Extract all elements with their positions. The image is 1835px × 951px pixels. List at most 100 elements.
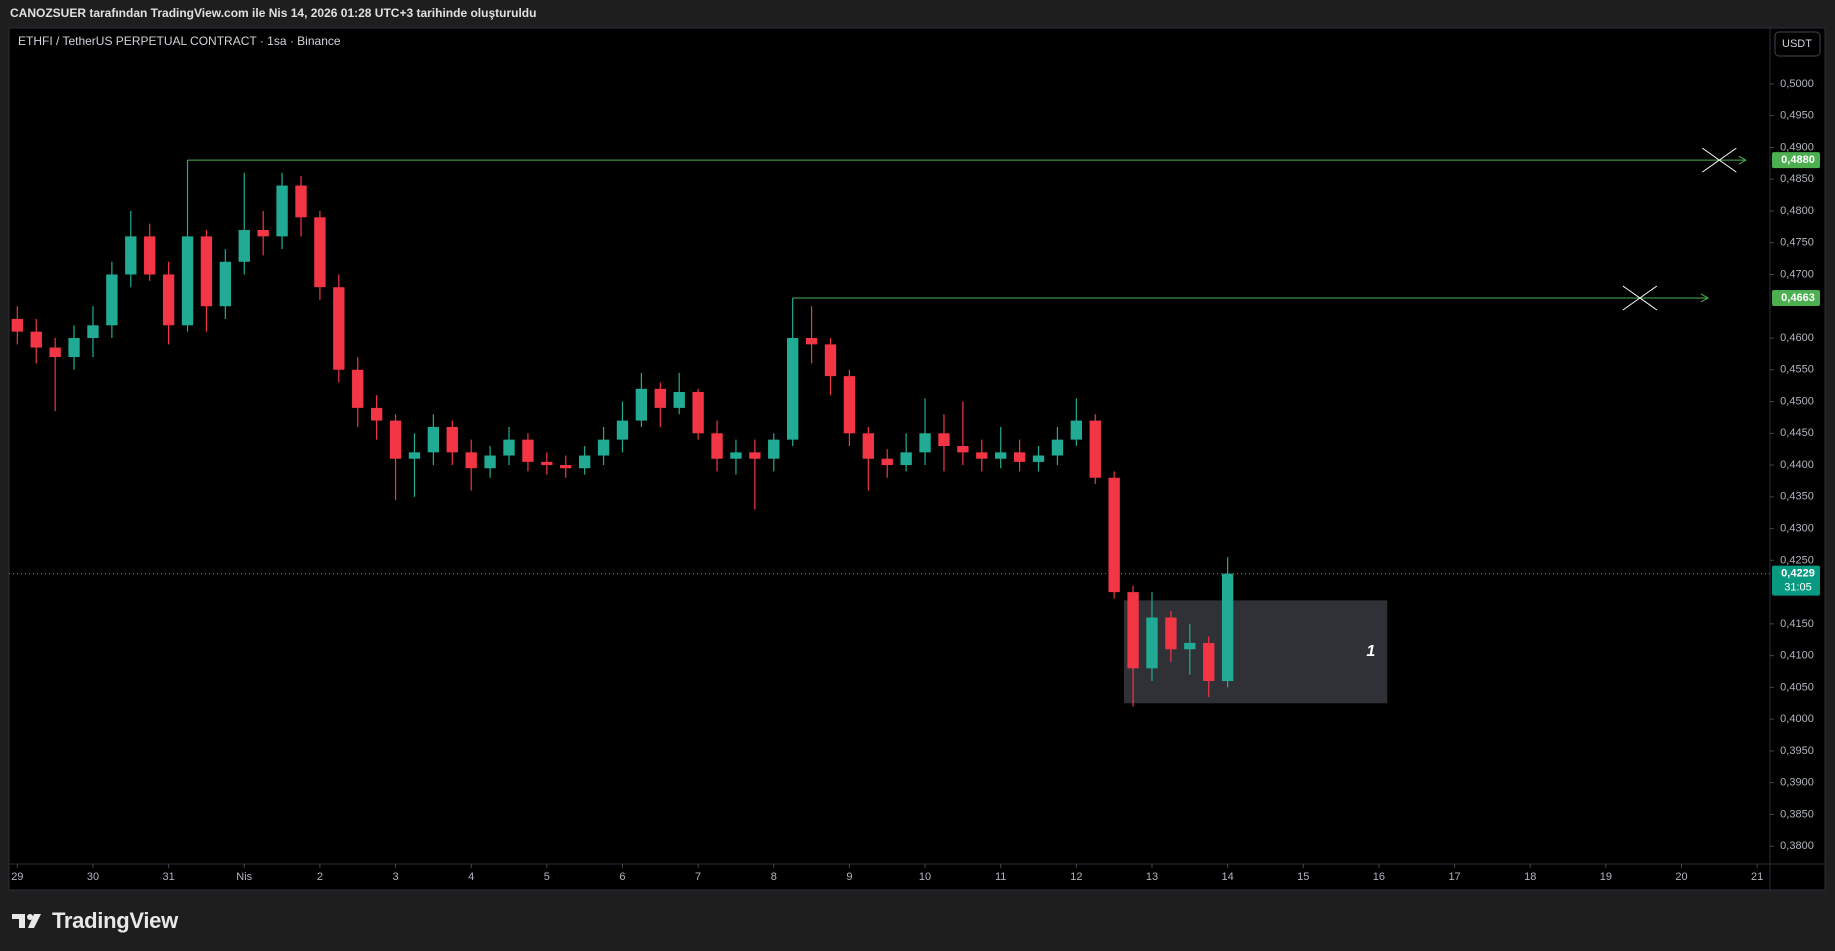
y-tick-label: 0,4400: [1780, 459, 1814, 471]
chart: ETHFI / TetherUS PERPETUAL CONTRACT · 1s…: [8, 27, 1826, 891]
currency-button[interactable]: [1774, 31, 1821, 57]
candle-body: [333, 287, 345, 370]
y-tick-label: 0,4800: [1780, 205, 1814, 217]
x-tick-label: 13: [1146, 871, 1158, 883]
last-price-label: 0,4229: [1781, 568, 1815, 580]
header-text: CANOZSUER tarafından TradingView.com ile…: [10, 6, 537, 20]
candle-body: [144, 236, 156, 275]
candle-body: [957, 446, 969, 453]
level-price-tag: [1772, 289, 1820, 306]
x-tick-label: 6: [619, 871, 625, 883]
x-tick-label: 7: [695, 871, 701, 883]
y-tick-label: 0,4600: [1780, 332, 1814, 344]
logo-part: [12, 914, 25, 919]
chart-pane: [8, 27, 1826, 891]
candle-body: [30, 331, 42, 348]
range-box: [1123, 600, 1388, 704]
candle-body: [1032, 455, 1045, 462]
candle-body: [541, 461, 553, 466]
candle-body: [238, 230, 250, 262]
y-tick-label: 0,4700: [1780, 268, 1814, 280]
candle-body: [711, 433, 723, 459]
candle-body: [824, 344, 837, 377]
x-tick-label: 14: [1222, 871, 1234, 883]
x-tick-label: 9: [846, 871, 852, 883]
y-tick-label: 0,4500: [1780, 395, 1814, 407]
candle-body: [314, 217, 326, 288]
level-arrow: [1738, 155, 1747, 165]
x-tick-label: 2: [317, 871, 323, 883]
candle-body: [1089, 420, 1101, 478]
candle-body: [49, 347, 61, 358]
footer: TradingView: [12, 906, 178, 936]
y-tick-label: 0,4450: [1780, 427, 1814, 439]
last-price-tag: [1772, 565, 1820, 596]
y-tick-label: 0,4900: [1780, 141, 1814, 153]
candle-body: [276, 185, 288, 237]
candle-body: [1108, 477, 1120, 593]
level-price-label: 0,4663: [1781, 292, 1815, 304]
candle-body: [162, 274, 175, 326]
candle-body: [295, 185, 307, 218]
x-tick-label: 17: [1448, 871, 1460, 883]
x-tick-label: 18: [1524, 871, 1536, 883]
level-arrow: [1700, 293, 1709, 303]
currency-label[interactable]: USDT: [1782, 38, 1812, 50]
candle-body: [843, 376, 856, 434]
level-price-label: 0,4880: [1781, 154, 1815, 166]
y-tick-label: 0,4050: [1780, 681, 1814, 693]
y-tick-label: 0,4150: [1780, 618, 1814, 630]
bar-countdown: 31:05: [1784, 582, 1812, 594]
x-tick-label: 15: [1297, 871, 1309, 883]
x-tick-label: 5: [544, 871, 550, 883]
candle-body: [768, 439, 780, 459]
candle-body: [1165, 617, 1177, 650]
x-tick-label: 3: [392, 871, 398, 883]
candle-body: [597, 439, 610, 456]
candle-body: [1221, 573, 1234, 682]
candle-body: [1013, 452, 1026, 462]
y-tick-label: 0,4850: [1780, 173, 1814, 185]
candle-body: [862, 433, 874, 459]
candle-body: [427, 426, 440, 453]
candle-body: [106, 274, 118, 326]
candle-body: [900, 452, 912, 466]
y-tick-label: 0,3850: [1780, 808, 1814, 820]
candle-body: [1070, 420, 1083, 440]
y-tick-label: 0,4250: [1780, 554, 1814, 566]
candle-body: [11, 318, 23, 332]
candle-body: [200, 236, 213, 307]
x-tick-label: 8: [771, 871, 777, 883]
candle-body: [919, 433, 931, 453]
candle-body: [68, 338, 80, 358]
candle-body: [87, 325, 99, 339]
y-tick-label: 0,3800: [1780, 840, 1814, 852]
x-tick-label: 19: [1600, 871, 1612, 883]
brand-logo: [12, 914, 41, 928]
candle-body: [522, 439, 534, 462]
candle-body: [787, 338, 799, 440]
candle-body: [1146, 617, 1158, 669]
candle-body: [408, 452, 421, 459]
candle-body: [1127, 592, 1139, 669]
candle-body: [1203, 642, 1215, 682]
candle-body: [749, 452, 761, 459]
candle-body: [181, 236, 194, 326]
x-tick-label: 16: [1373, 871, 1385, 883]
candle-body: [370, 407, 383, 421]
candle-body: [881, 458, 893, 466]
x-tick-label: 20: [1675, 871, 1687, 883]
candle-body: [125, 236, 137, 275]
y-tick-label: 0,3950: [1780, 745, 1814, 757]
x-tick-label: 29: [11, 871, 23, 883]
candle-body: [976, 452, 988, 459]
y-tick-label: 0,4350: [1780, 491, 1814, 503]
symbol-legend: ETHFI / TetherUS PERPETUAL CONTRACT · 1s…: [18, 34, 341, 48]
logo-part: [27, 914, 33, 920]
candle-body: [1184, 642, 1196, 650]
level-cross: [1622, 285, 1658, 311]
candle-body: [578, 455, 591, 469]
y-tick-label: 0,4950: [1780, 110, 1814, 122]
